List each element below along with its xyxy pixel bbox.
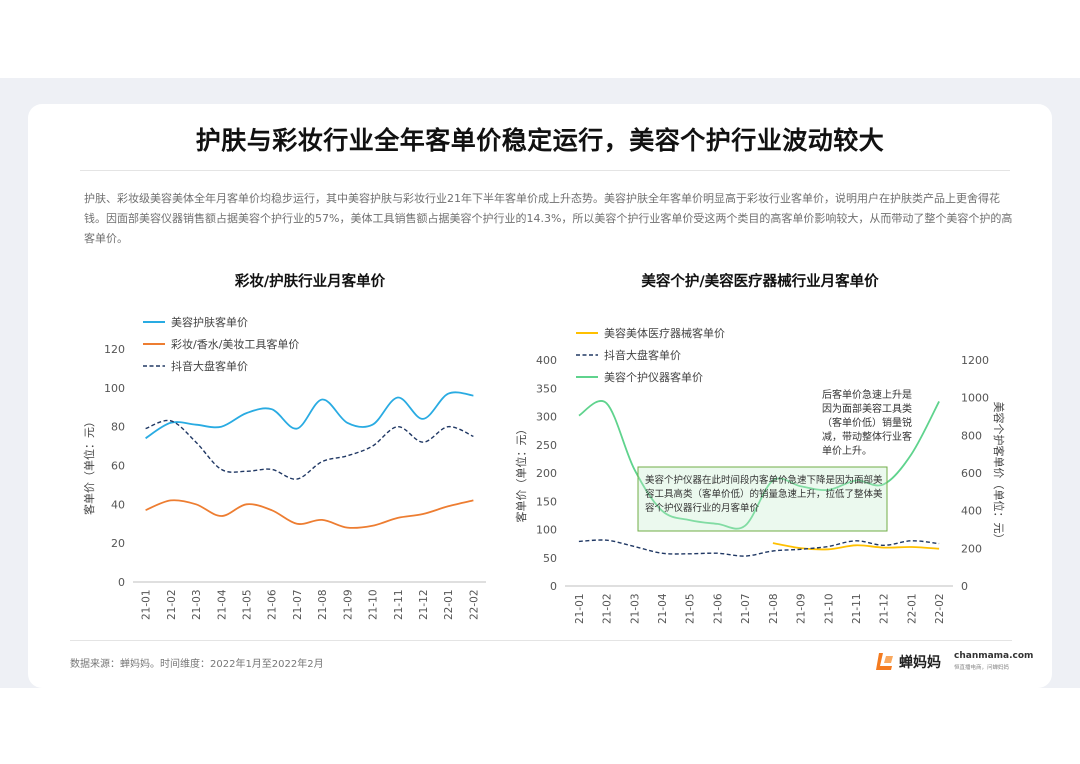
chart2-y2-tick-label: 0: [961, 580, 968, 593]
chart1-title: 彩妆/护肤行业月客单价: [234, 274, 386, 290]
footer-divider: [70, 640, 1012, 641]
chart2-annotation-text-upper: 后客单价急速上升是因为面部美容工具类（客单价低）销量锐减，带动整体行业客单价上升…: [822, 388, 912, 457]
chart2-annotation-text-box: 美容个护仪器在此时间段内客单价急速下降是因为面部美容工具高类（客单价低）的销量急…: [645, 474, 883, 514]
chart2-y-tick-label: 150: [536, 495, 557, 508]
chart2-x-tick-label: 21-02: [602, 593, 614, 624]
chart1-x-tick-label: 21-11: [393, 589, 405, 620]
title-divider: [80, 170, 1010, 171]
chart1-legend-label: 美容护肤客单价: [171, 315, 248, 329]
chart2-x-tick-label: 21-03: [629, 593, 641, 624]
chart1-x-tick-label: 21-12: [418, 589, 430, 620]
chart1-y-tick-label: 80: [111, 421, 125, 434]
chart2-x-tick-label: 21-06: [712, 593, 724, 624]
chart2-x-tick-label: 21-08: [768, 593, 780, 624]
chart2-x-tick-label: 22-01: [906, 593, 918, 624]
chart1-x-tick-label: 21-09: [342, 589, 354, 620]
chart2-y-tick-label: 350: [536, 382, 557, 395]
chart1-y-tick-label: 0: [118, 576, 125, 589]
chart2-y2-tick-label: 200: [961, 542, 982, 555]
chart2-x-tick-label: 21-01: [574, 593, 586, 624]
content-card: [28, 104, 1052, 688]
chart2-series-line-3: [578, 400, 940, 530]
chart2-y-tick-label: 50: [543, 552, 557, 565]
chart1-x-tick-label: 21-07: [292, 589, 304, 620]
chart2-x-tick-label: 21-11: [851, 593, 863, 624]
chart1-series-line-2: [145, 499, 474, 529]
logo-domain: chanmama.com: [954, 651, 1034, 661]
chart2-y2-axis-label: 美容个护客单价（单位：元）: [992, 402, 1006, 545]
chart1-y-tick-label: 100: [104, 382, 125, 395]
chart1-x-tick-label: 21-06: [267, 589, 279, 620]
chart1-x-tick-label: 21-01: [141, 589, 153, 620]
chart2-annotation-box: [637, 466, 888, 532]
chart1-y-tick-label: 60: [111, 460, 125, 473]
logo-slogan: 恒直播电商，问蝉妈妈: [954, 665, 1010, 671]
chart2-x-tick-label: 21-04: [657, 593, 669, 624]
chart1-x-tick-label: 21-08: [317, 589, 329, 620]
chart1-series-line-1: [145, 391, 474, 440]
chart2-y-tick-label: 300: [536, 411, 557, 424]
chart2-y-tick-label: 250: [536, 439, 557, 452]
chart2-x-tick-label: 21-07: [740, 593, 752, 624]
chart2-y-axis-label: 客单价（单位：元）: [514, 424, 528, 523]
logo-name: 蝉妈妈: [899, 655, 941, 671]
chart2-legend-label: 美容美体医疗器械客单价: [604, 326, 725, 340]
chart1-x-tick-label: 21-05: [241, 589, 253, 620]
slide-title: 护肤与彩妆行业全年客单价稳定运行，美容个护行业波动较大: [195, 126, 885, 155]
chart2-y2-tick-label: 1000: [961, 392, 989, 405]
description-text: 护肤、彩妆级美容美体全年月客单价均稳步运行，其中美容护肤与彩妆行业21年下半年客…: [84, 192, 1013, 245]
chart2-series-line-2: [578, 539, 940, 557]
chart1-x-tick-label: 22-01: [443, 589, 455, 620]
chart1-x-tick-label: 21-10: [368, 589, 380, 620]
chart2-y2-tick-label: 600: [961, 467, 982, 480]
chart1-y-tick-label: 120: [104, 343, 125, 356]
chart1-y-tick-label: 40: [111, 498, 125, 511]
chart2-y-tick-label: 200: [536, 467, 557, 480]
chart1-legend-label: 彩妆/香水/美妆工具客单价: [171, 337, 299, 351]
chart2-x-tick-label: 21-05: [685, 593, 697, 624]
chart2-x-tick-label: 21-10: [823, 593, 835, 624]
data-source: 数据来源：蝉妈妈。时间维度：2022年1月至2022年2月: [70, 659, 324, 670]
chanmama-logo-icon: [876, 653, 893, 670]
chart1-x-tick-label: 21-04: [216, 589, 228, 620]
chart1-legend-label: 抖音大盘客单价: [171, 359, 248, 373]
chart1-series-line-3: [145, 419, 474, 480]
chart2-x-tick-label: 21-09: [796, 593, 808, 624]
chart2-legend-label: 抖音大盘客单价: [604, 348, 681, 362]
chart2-y2-tick-label: 800: [961, 429, 982, 442]
chart1-y-axis-label: 客单价（单位：元）: [82, 416, 96, 515]
chart2-title: 美容个护/美容医疗器械行业月客单价: [641, 274, 879, 290]
chart1-x-tick-label: 21-03: [191, 589, 203, 620]
chart2-y-tick-label: 100: [536, 524, 557, 537]
chart1-y-tick-label: 20: [111, 537, 125, 550]
chart2-y-tick-label: 0: [550, 580, 557, 593]
chart2-legend-label: 美容个护仪器客单价: [604, 370, 703, 384]
chart2-y2-tick-label: 400: [961, 505, 982, 518]
chart2-y-tick-label: 400: [536, 354, 557, 367]
chart1-x-tick-label: 21-02: [166, 589, 178, 620]
brand-logo: 蝉妈妈 chanmama.com 恒直播电商，问蝉妈妈: [874, 648, 1033, 674]
chart2-x-tick-label: 22-02: [934, 593, 946, 624]
chart2-series-line-1: [772, 542, 940, 551]
chart1-x-tick-label: 22-02: [468, 589, 480, 620]
chart2-x-tick-label: 21-12: [879, 593, 891, 624]
chart2-y2-tick-label: 1200: [961, 354, 989, 367]
